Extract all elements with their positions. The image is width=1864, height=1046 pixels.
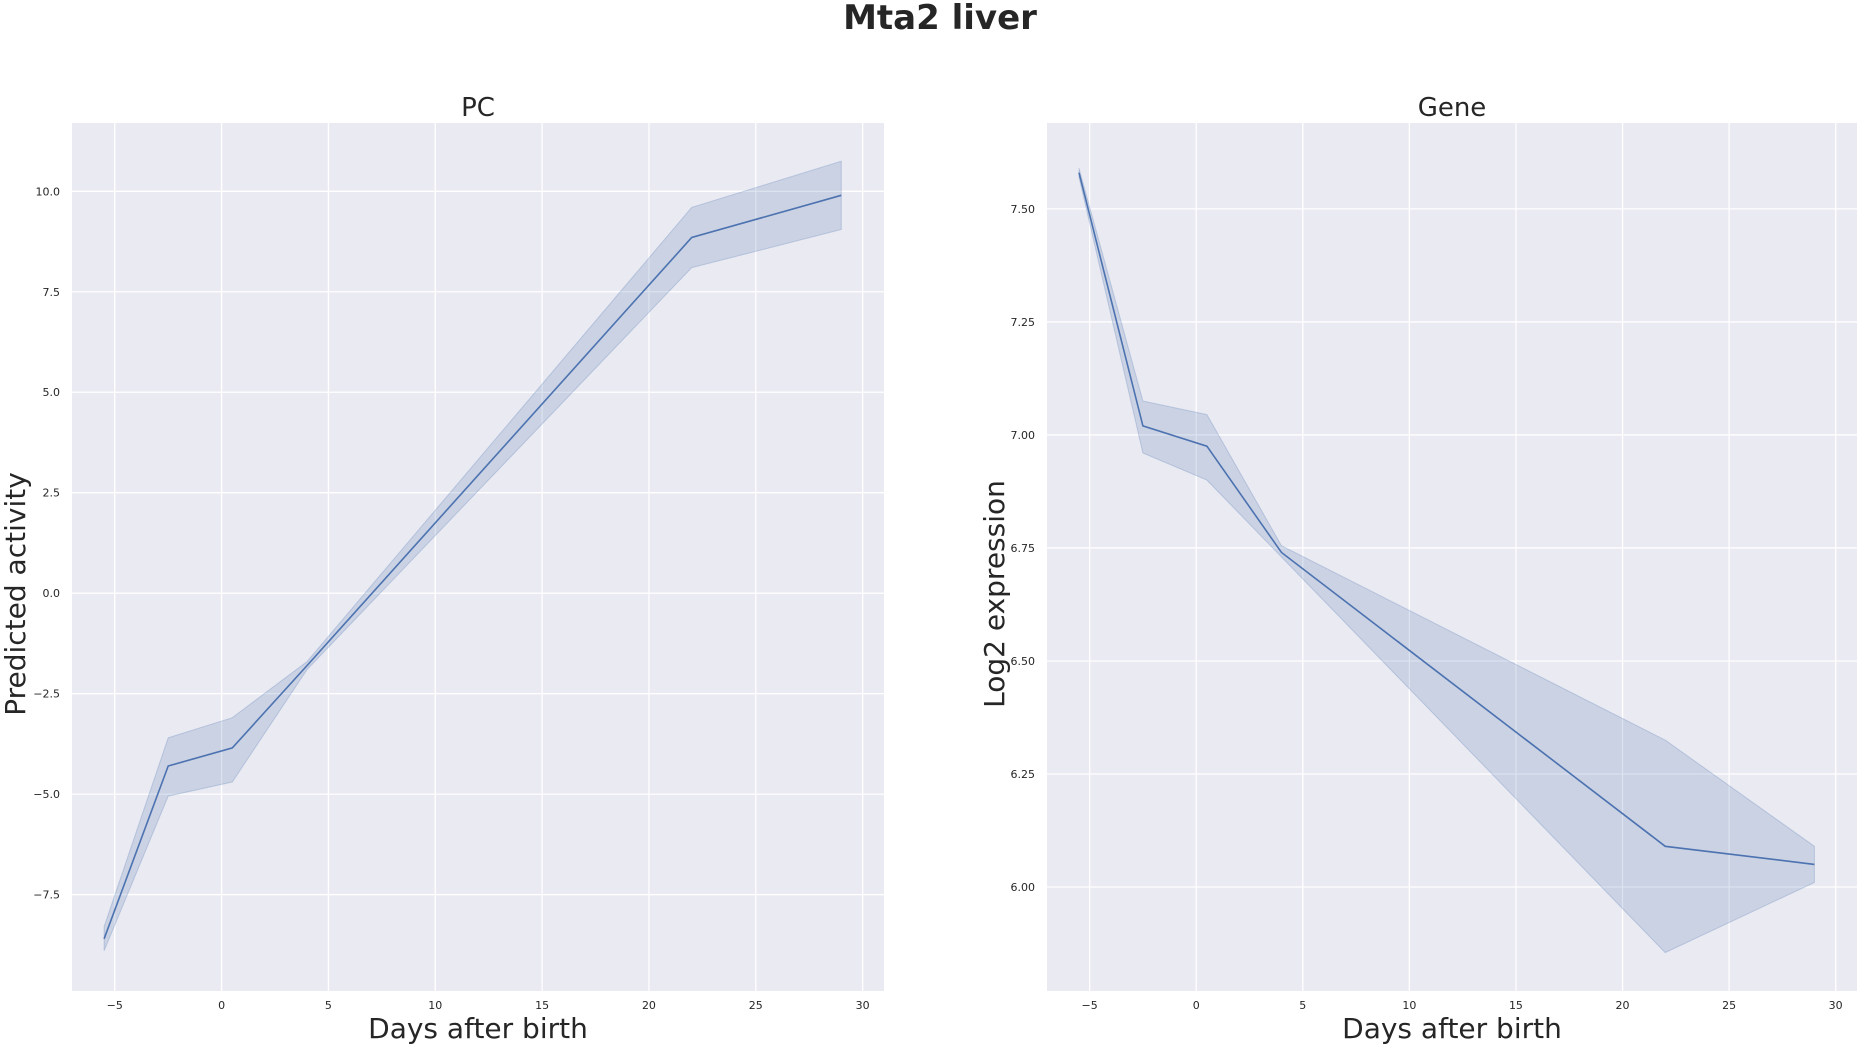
- y-axis-label: Log2 expression: [978, 480, 1011, 708]
- y-tick-label: 5.0: [43, 386, 61, 399]
- y-tick-label: 10.0: [36, 185, 61, 198]
- x-tick-label: 30: [1829, 999, 1843, 1012]
- x-tick-label: 20: [642, 999, 656, 1012]
- x-tick-label: 30: [856, 999, 870, 1012]
- y-tick-label: 0.0: [43, 587, 61, 600]
- x-tick-label: 10: [428, 999, 442, 1012]
- panel-pc: −5 0 5 10 15 20 25 30 −7.5 −5.0 −2.5 0.0 2.5 5.0 7.5 10…: [0, 93, 884, 1045]
- plot-background: [72, 123, 884, 991]
- x-tick-label: −5: [107, 999, 123, 1012]
- y-tick-label: 7.00: [1011, 429, 1036, 442]
- y-tick-label: 2.5: [43, 487, 61, 500]
- x-tick-label: 15: [535, 999, 549, 1012]
- series-line: [103, 194, 842, 940]
- x-tick-label: 0: [1193, 999, 1200, 1012]
- x-axis-label: Days after birth: [1342, 1012, 1562, 1045]
- y-axis-label: Predicted activity: [0, 472, 32, 716]
- panel-title: PC: [461, 93, 495, 123]
- y-tick-label: −7.5: [33, 889, 60, 902]
- x-tick-label: 25: [749, 999, 763, 1012]
- panel-gene: −5 0 5 10 15 20 25 30 6.00 6.25 6.50 6.75 7.00 7.25 7.…: [978, 93, 1857, 1045]
- y-tick-label: 6.00: [1011, 881, 1036, 894]
- y-tick-label: 7.50: [1011, 203, 1036, 216]
- y-tick-label: 6.25: [1011, 768, 1036, 781]
- x-tick-label: 10: [1402, 999, 1416, 1012]
- y-tick-label: 7.25: [1011, 316, 1036, 329]
- x-tick-label: 0: [218, 999, 225, 1012]
- confidence-band: [103, 160, 842, 951]
- x-tick-label: 5: [325, 999, 332, 1012]
- y-tick-label: −5.0: [33, 788, 60, 801]
- x-tick-label: 20: [1616, 999, 1630, 1012]
- x-tick-label: 15: [1509, 999, 1523, 1012]
- x-tick-label: 5: [1299, 999, 1306, 1012]
- confidence-band: [1078, 168, 1815, 954]
- figure-title: Mta2 liver: [843, 0, 1037, 38]
- panel-title: Gene: [1418, 93, 1487, 123]
- y-tick-label: −2.5: [33, 688, 60, 701]
- plot-area: −5 0 5 10 15 20 25 30 6.00 6.25 6.50 6.75 7.00 7.25 7.…: [1011, 123, 1857, 1012]
- x-axis-label: Days after birth: [368, 1012, 588, 1045]
- plot-background: [1047, 123, 1857, 991]
- x-tick-label: 25: [1722, 999, 1736, 1012]
- series-line: [1078, 172, 1815, 866]
- plot-area: −5 0 5 10 15 20 25 30 −7.5 −5.0 −2.5 0.0 2.5 5.0 7.5 10…: [33, 123, 884, 1012]
- y-tick-label: 6.75: [1011, 542, 1036, 555]
- x-tick-label: −5: [1082, 999, 1098, 1012]
- y-tick-label: 6.50: [1011, 655, 1036, 668]
- y-tick-label: 7.5: [43, 286, 61, 299]
